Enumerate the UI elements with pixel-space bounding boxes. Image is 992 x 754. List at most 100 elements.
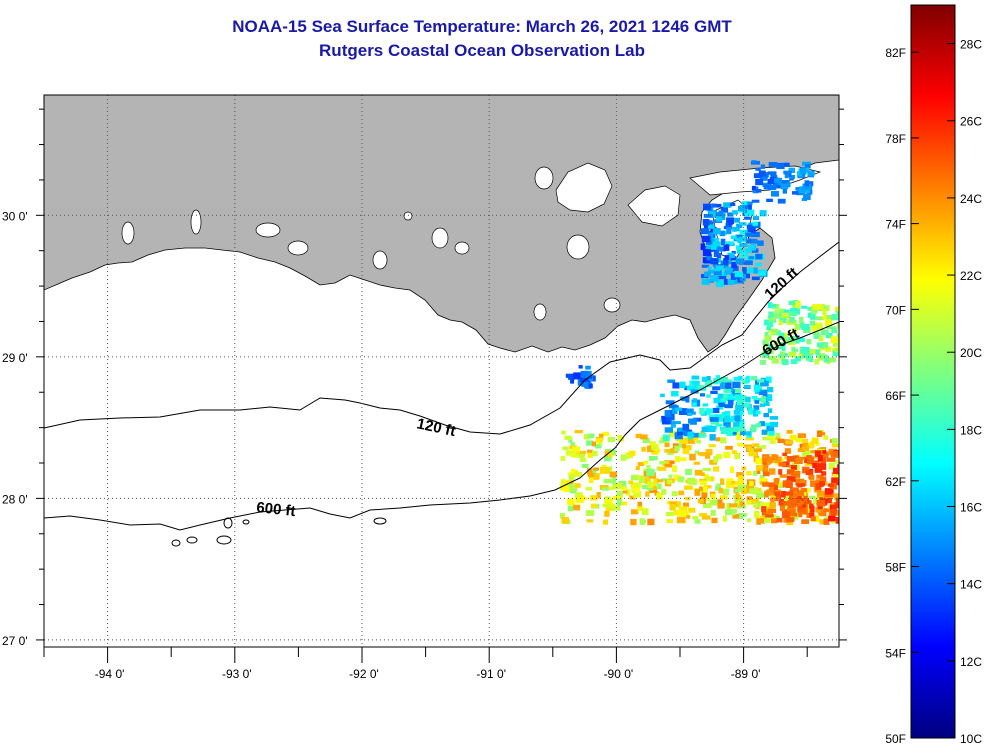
sst-pixel — [791, 312, 798, 317]
sst-pixel — [817, 504, 823, 510]
sst-pixel — [699, 393, 706, 397]
sst-pixel — [755, 262, 762, 267]
sst-pixel — [689, 453, 696, 461]
sst-pixel — [590, 495, 598, 501]
sst-pixel — [664, 410, 672, 417]
sst-pixel — [771, 190, 780, 197]
sst-pixel — [711, 203, 717, 208]
sst-pixel — [736, 472, 744, 478]
sst-pixel — [721, 411, 728, 416]
sst-pixel — [610, 503, 616, 507]
sst-pixel — [686, 412, 694, 416]
sst-pixel — [759, 478, 768, 484]
sst-pixel — [634, 482, 642, 488]
sst-pixel — [564, 435, 572, 440]
sst-pixel — [756, 518, 762, 525]
sst-pixel — [822, 315, 827, 320]
sst-pixel — [809, 320, 816, 326]
sst-pixel — [716, 246, 726, 252]
sst-pixel — [604, 456, 612, 462]
sst-pixel — [713, 397, 721, 404]
sst-pixel — [665, 400, 675, 405]
sst-pixel — [725, 222, 732, 229]
sst-pixel — [715, 437, 722, 442]
sst-pixel — [699, 480, 707, 486]
sst-pixel — [568, 437, 573, 443]
sst-pixel — [687, 436, 696, 444]
sst-pixel — [767, 508, 777, 513]
sst-pixel — [647, 518, 655, 526]
sst-pixel — [763, 422, 771, 426]
sst-pixel — [692, 402, 697, 407]
map-frame — [43, 94, 840, 648]
sst-pixel — [777, 481, 786, 487]
sst-pixel — [693, 383, 699, 390]
colorbar-label-f: 58F — [885, 561, 906, 575]
sst-pixel — [614, 482, 623, 489]
sst-pixel — [774, 491, 780, 497]
sst-pixel — [755, 457, 763, 465]
sst-pixel — [750, 228, 756, 234]
sst-pixel — [786, 481, 793, 488]
colorbar-label-f: 70F — [885, 303, 906, 317]
sst-pixel — [828, 462, 836, 470]
sst-pixel — [735, 500, 743, 505]
sst-pixel — [700, 228, 710, 235]
sst-pixel — [585, 510, 595, 516]
sst-pixel — [666, 519, 674, 523]
sst-pixel — [785, 440, 794, 445]
sst-pixel — [701, 278, 710, 285]
sst-pixel — [764, 456, 773, 463]
sst-pixel — [692, 380, 700, 386]
sst-pixel — [799, 500, 805, 506]
sst-pixel — [802, 504, 807, 508]
sst-pixel — [772, 180, 779, 188]
tick-label-lon: -92 0' — [349, 667, 379, 681]
sst-pixel — [705, 380, 713, 387]
sst-pixel — [682, 441, 687, 449]
sst-pixel — [713, 466, 720, 472]
sst-pixel — [807, 312, 813, 318]
sst-pixel — [770, 491, 776, 496]
sst-pixel — [715, 280, 725, 287]
sst-pixel — [727, 400, 734, 406]
sst-pixel — [683, 429, 690, 437]
sst-pixel — [693, 417, 702, 422]
sst-pixel — [677, 428, 684, 436]
sst-pixel — [790, 487, 799, 492]
sst-pixel — [699, 513, 708, 517]
sst-pixel — [742, 403, 751, 408]
tick-label-lat: 28 0' — [2, 492, 28, 506]
sst-pixel — [642, 484, 650, 489]
sst-pixel — [805, 354, 812, 361]
sst-pixel — [718, 402, 725, 408]
sst-pixel — [787, 475, 796, 482]
sst-pixel — [800, 488, 807, 493]
sst-pixel — [572, 446, 580, 453]
sst-pixel — [705, 448, 713, 456]
sst-pixel — [637, 501, 643, 508]
sst-pixel — [840, 519, 846, 524]
sst-pixel — [645, 491, 650, 497]
sst-pixel — [751, 498, 760, 505]
sst-pixel — [767, 178, 776, 184]
sst-pixel — [802, 161, 811, 166]
sst-pixel — [806, 442, 815, 449]
sst-pixel — [620, 454, 627, 461]
sst-pixel — [737, 426, 745, 432]
sst-pixel — [830, 451, 839, 458]
sst-pixel — [631, 489, 637, 494]
sst-pixel — [777, 336, 785, 340]
sst-pixel — [713, 251, 720, 258]
lake-salvador — [566, 234, 590, 260]
sst-pixel — [755, 167, 761, 171]
sst-pixel — [602, 431, 610, 436]
sst-pixel — [662, 461, 671, 467]
sst-pixel — [713, 408, 719, 413]
sst-pixel — [711, 517, 718, 524]
sst-pixel — [574, 492, 583, 498]
sst-pixel — [753, 448, 762, 452]
sst-pixel — [712, 499, 718, 505]
sst-pixel — [741, 201, 750, 207]
sst-pixel — [731, 393, 737, 397]
